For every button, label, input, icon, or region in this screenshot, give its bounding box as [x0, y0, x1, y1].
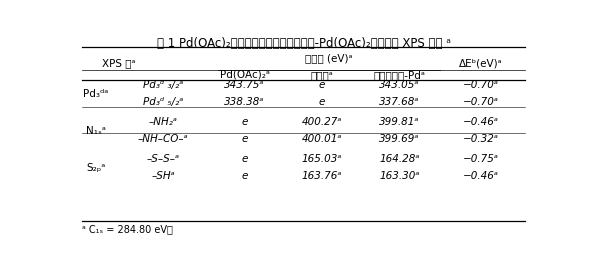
Text: ᵃ C₁ₛ = 284.80 eV。: ᵃ C₁ₛ = 284.80 eV。 [82, 224, 176, 234]
Text: −0.46ᵃ: −0.46ᵃ [463, 117, 499, 127]
Text: Pd₃ᵈᵃ: Pd₃ᵈᵃ [83, 89, 109, 99]
Text: –NH₂ᵃ: –NH₂ᵃ [149, 117, 178, 127]
Text: −0.32ᵃ: −0.32ᵃ [463, 134, 499, 144]
Text: N₁ₛᵃ: N₁ₛᵃ [86, 125, 106, 136]
Text: e: e [241, 154, 248, 164]
Text: 400.01ᵃ: 400.01ᵃ [302, 134, 342, 144]
Text: 鸡羽毛ᵃ: 鸡羽毛ᵃ [311, 70, 333, 80]
Text: 400.27ᵃ: 400.27ᵃ [302, 117, 342, 127]
Text: 结合能 (eV)ᵃ: 结合能 (eV)ᵃ [305, 53, 352, 63]
Text: 338.38ᵃ: 338.38ᵃ [224, 97, 265, 107]
Text: S₂ₚᵃ: S₂ₚᵃ [86, 163, 106, 172]
Text: 399.81ᵃ: 399.81ᵃ [380, 117, 420, 127]
Text: 337.68ᵃ: 337.68ᵃ [380, 97, 420, 107]
Text: ΔEᵇ(eV)ᵃ: ΔEᵇ(eV)ᵃ [459, 58, 503, 68]
Text: −0.70ᵃ: −0.70ᵃ [463, 97, 499, 107]
Text: Pd₃ᵈ ₅/₂ᵃ: Pd₃ᵈ ₅/₂ᵃ [143, 97, 183, 107]
Text: 164.28ᵃ: 164.28ᵃ [380, 154, 420, 164]
Text: 343.75ᵃ: 343.75ᵃ [224, 80, 265, 90]
Text: –SHᵃ: –SHᵃ [151, 171, 175, 181]
Text: −0.46ᵃ: −0.46ᵃ [463, 171, 499, 181]
Text: 399.69ᵃ: 399.69ᵃ [380, 134, 420, 144]
Text: Pd(OAc)₂ᵃ: Pd(OAc)₂ᵃ [219, 70, 270, 80]
Text: 天然鸡羽毛-Pdᵃ: 天然鸡羽毛-Pdᵃ [374, 70, 426, 80]
Text: −0.70ᵃ: −0.70ᵃ [463, 80, 499, 90]
Text: Pd₃ᵈ ₃/₂ᵃ: Pd₃ᵈ ₃/₂ᵃ [143, 80, 183, 90]
Text: 表 1 Pd(OAc)₂，天然鸡羽毛和天然鸡羽毛-Pd(OAc)₂催化剂的 XPS 数据 ᵃ: 表 1 Pd(OAc)₂，天然鸡羽毛和天然鸡羽毛-Pd(OAc)₂催化剂的 XP… [157, 37, 451, 50]
Text: 165.03ᵃ: 165.03ᵃ [302, 154, 342, 164]
Text: e: e [241, 171, 248, 181]
Text: 163.76ᵃ: 163.76ᵃ [302, 171, 342, 181]
Text: e: e [319, 97, 326, 107]
Text: 343.05ᵃ: 343.05ᵃ [380, 80, 420, 90]
Text: 163.30ᵃ: 163.30ᵃ [380, 171, 420, 181]
Text: e: e [241, 117, 248, 127]
Text: e: e [319, 80, 326, 90]
Text: e: e [241, 134, 248, 144]
Text: −0.75ᵃ: −0.75ᵃ [463, 154, 499, 164]
Text: –S–S–ᵃ: –S–S–ᵃ [146, 154, 180, 164]
Text: –NH–CO–ᵃ: –NH–CO–ᵃ [138, 134, 189, 144]
Text: XPS 峰ᵃ: XPS 峰ᵃ [103, 58, 136, 68]
